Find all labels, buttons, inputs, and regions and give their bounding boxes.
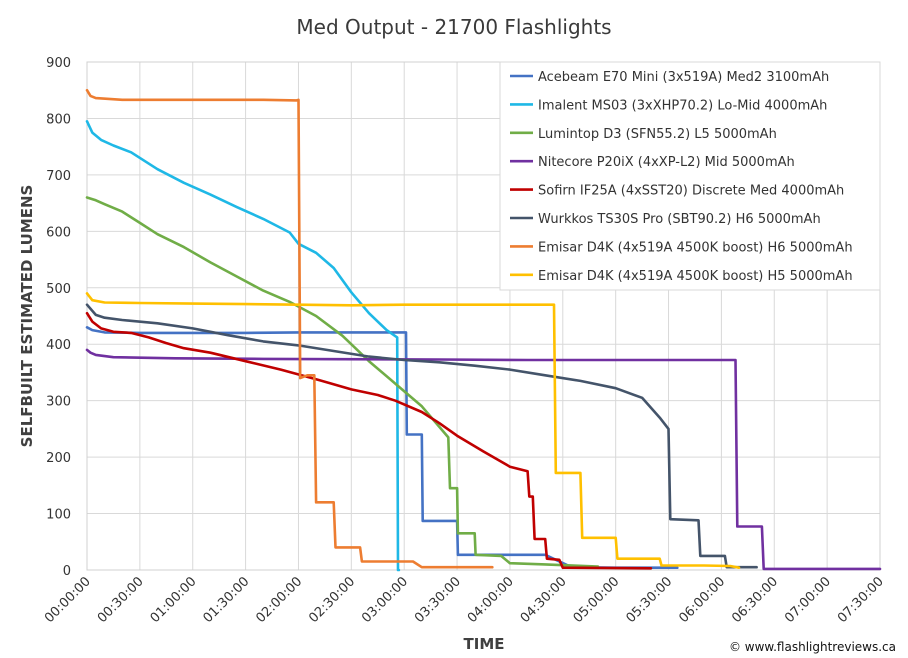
legend-label: Imalent MS03 (3xXHP70.2) Lo-Mid 4000mAh xyxy=(538,98,827,113)
legend-label: Nitecore P20iX (4xXP-L2) Mid 5000mAh xyxy=(538,155,795,170)
legend-label: Emisar D4K (4x519A 4500K boost) H5 5000m… xyxy=(538,269,853,284)
legend-label: Sofirn IF25A (4xSST20) Discrete Med 4000… xyxy=(538,184,844,199)
legend-label: Acebeam E70 Mini (3x519A) Med2 3100mAh xyxy=(538,70,829,85)
y-tick-label: 0 xyxy=(63,564,71,579)
series-line-3 xyxy=(85,348,882,571)
series-line-2 xyxy=(85,196,600,568)
x-axis-title: TIME xyxy=(464,635,505,653)
series-group xyxy=(85,88,882,572)
y-tick-label: 300 xyxy=(46,395,71,410)
y-axis-ticks: 0 100 200 300 400 500 600 700 800 900 xyxy=(46,56,71,579)
chart-title: Med Output - 21700 Flashlights xyxy=(296,15,611,39)
y-tick-label: 900 xyxy=(46,56,71,71)
legend-box xyxy=(499,61,881,291)
y-tick-label: 200 xyxy=(46,451,71,466)
series-line-7 xyxy=(85,292,741,569)
series-line-6 xyxy=(85,88,494,569)
y-axis-title: SELFBUILT ESTIMATED LUMENS xyxy=(18,185,36,448)
legend-label: Lumintop D3 (SFN55.2) L5 5000mAh xyxy=(538,127,777,142)
series-line-0 xyxy=(85,326,679,569)
legend-label: Emisar D4K (4x519A 4500K boost) H6 5000m… xyxy=(538,240,853,255)
plot-area-border xyxy=(86,61,881,571)
series-line-1 xyxy=(85,120,401,572)
series-line-5 xyxy=(85,303,758,569)
legend-label: Wurkkos TS30S Pro (SBT90.2) H6 5000mAh xyxy=(538,212,821,227)
y-tick-label: 800 xyxy=(46,112,71,127)
y-tick-label: 400 xyxy=(46,338,71,353)
y-tick-label: 100 xyxy=(46,508,71,523)
y-tick-label: 600 xyxy=(46,225,71,240)
series-line-4 xyxy=(85,311,653,570)
y-tick-label: 500 xyxy=(46,282,71,297)
y-tick-label: 700 xyxy=(46,169,71,184)
legend: Acebeam E70 Mini (3x519A) Med2 3100mAh Im… xyxy=(499,61,881,291)
credit-text: © www.flashlightreviews.ca xyxy=(729,640,896,654)
